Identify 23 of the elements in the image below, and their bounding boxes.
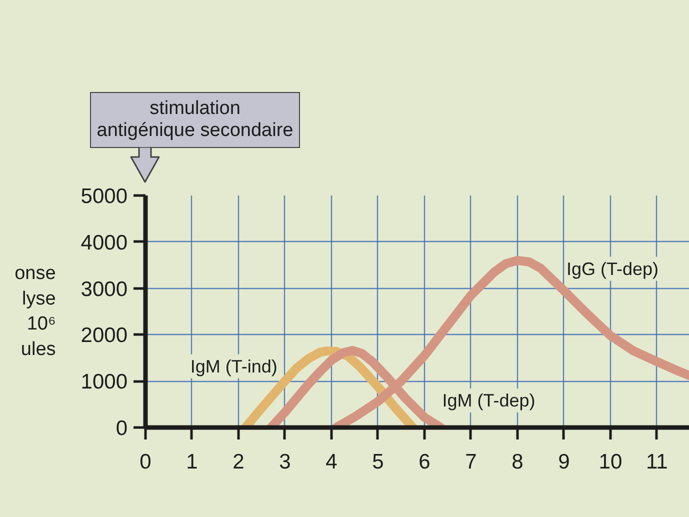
y-tick-label: 4000	[80, 231, 128, 254]
x-tick-label: 5	[372, 450, 384, 474]
x-tick-label: 11	[646, 450, 668, 474]
series-label: IgM (T-ind)	[190, 356, 278, 376]
x-tick-label: 0	[140, 450, 152, 474]
text: stimulation antigénique secondaire	[90, 92, 300, 148]
x-tick-label: 4	[326, 450, 338, 474]
y-tick-label: 3000	[80, 278, 128, 301]
y-tick-label: 2000	[80, 324, 128, 348]
y-axis-title: onse lyse 10⁶ ules	[14, 263, 56, 360]
x-tick-label: 2	[232, 450, 244, 474]
x-tick-label: 6	[418, 450, 430, 474]
y-tick-label: 1000	[80, 370, 128, 394]
x-tick-label: 3	[279, 450, 291, 474]
series-label: IgG (T-dep)	[566, 258, 658, 279]
x-tick-label: 9	[558, 450, 570, 474]
x-tick-label: 7	[465, 450, 477, 474]
series-label: IgM (T-dep)	[442, 390, 536, 411]
x-tick-label: 10	[598, 450, 622, 474]
x-tick-label: 8	[512, 450, 524, 474]
y-tick-label: 5000	[80, 185, 128, 208]
y-tick-label: 0	[116, 417, 128, 440]
x-tick-label: 1	[186, 450, 198, 474]
